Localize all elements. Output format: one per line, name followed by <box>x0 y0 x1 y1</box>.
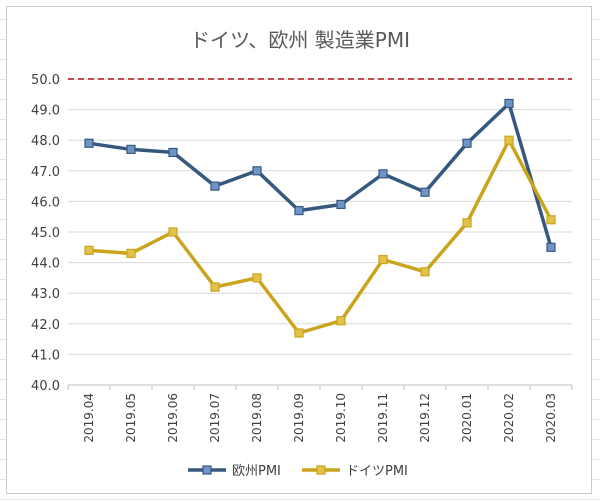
legend-label-1: 欧州PMI <box>232 464 281 479</box>
series-1-point <box>210 181 220 191</box>
series-1-point <box>252 166 262 176</box>
y-tick-label: 42.0 <box>31 318 60 333</box>
series-2-point <box>420 267 430 277</box>
y-tick-label: 44.0 <box>31 257 60 272</box>
series-2-point <box>168 227 178 237</box>
x-tick-label: 2019.08 <box>250 393 264 443</box>
x-tick-label: 2019.06 <box>166 393 180 443</box>
x-tick-label: 2020.01 <box>460 393 474 443</box>
y-tick-label: 41.0 <box>31 348 60 363</box>
legend-marker-1 <box>202 465 212 475</box>
x-axis-ticks: 2019.04 2019.05 2019.06 2019.07 2019.08 2019.… <box>82 393 558 443</box>
series-1-point <box>378 169 388 179</box>
y-axis-ticks: 40.0 41.0 42.0 43.0 44.0 45.0 46.0 47.0 48.0 49.0… <box>31 73 60 394</box>
series-1-point <box>84 138 94 148</box>
gridlines <box>67 78 573 390</box>
y-tick-label: 50.0 <box>31 73 60 88</box>
series-1-point <box>126 144 136 154</box>
series-1-point <box>462 138 472 148</box>
series-1-point <box>294 205 304 216</box>
x-tick-label: 2019.04 <box>82 393 96 443</box>
series-2-point <box>462 218 472 228</box>
series-2-point <box>378 254 388 265</box>
x-tick-label: 2020.03 <box>544 393 558 443</box>
series-2-point <box>294 328 304 338</box>
y-tick-label: 48.0 <box>31 134 60 149</box>
legend: 欧州PMI ドイツPMI <box>188 464 408 479</box>
y-tick-label: 40.0 <box>31 379 60 394</box>
series-2-point <box>504 135 514 145</box>
series-2-point <box>84 245 94 255</box>
x-tick-label: 2019.10 <box>334 393 348 443</box>
series-2-point <box>210 282 220 292</box>
x-tick-label: 2019.09 <box>292 393 306 443</box>
series-1-point <box>336 199 346 210</box>
series-2-point <box>336 316 346 326</box>
x-tick-label: 2019.11 <box>376 393 390 443</box>
series-group <box>84 98 556 338</box>
y-tick-label: 45.0 <box>31 226 60 241</box>
x-tick-label: 2019.12 <box>418 393 432 443</box>
x-tick-label: 2019.05 <box>124 393 138 443</box>
series-1-point <box>546 242 556 252</box>
chart-title: ドイツ、欧州 製造業PMI <box>190 28 410 52</box>
series-1-point <box>504 98 514 109</box>
series-2-point <box>126 248 136 259</box>
y-tick-label: 46.0 <box>31 195 60 210</box>
series-1-point <box>420 187 430 197</box>
series-2-point <box>546 215 556 225</box>
legend-marker-2 <box>316 465 326 475</box>
y-tick-label: 43.0 <box>31 287 60 302</box>
series-line-1 <box>88 101 553 248</box>
x-tick-label: 2019.07 <box>208 393 222 443</box>
x-tick-label: 2020.02 <box>502 393 516 443</box>
y-tick-label: 47.0 <box>31 165 60 180</box>
y-tick-label: 49.0 <box>31 104 60 119</box>
legend-label-2: ドイツPMI <box>346 464 408 479</box>
series-2-point <box>252 273 262 283</box>
series-line-2 <box>88 138 553 335</box>
series-1-point <box>168 147 178 158</box>
